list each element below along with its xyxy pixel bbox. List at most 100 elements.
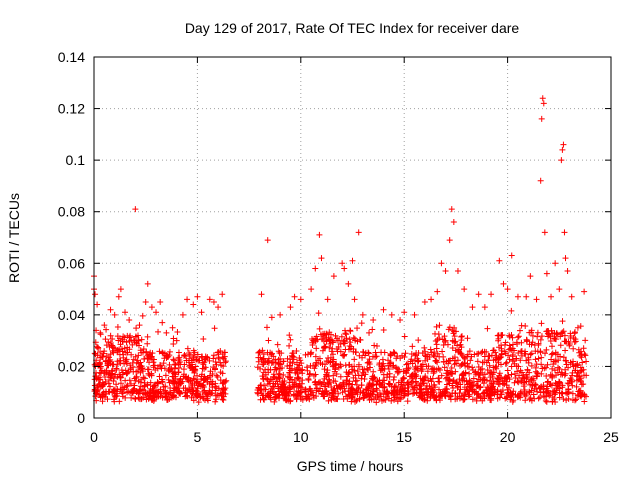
data-point-dense <box>423 391 430 398</box>
data-point-dense <box>551 387 558 394</box>
data-point-dense <box>109 336 116 343</box>
data-point-dense <box>126 377 133 384</box>
data-point-dense <box>254 386 261 393</box>
data-point-dense <box>403 361 410 368</box>
data-point-dense <box>138 365 145 372</box>
data-point-dense <box>151 382 158 389</box>
data-point-dense <box>446 324 453 331</box>
data-point-dense <box>170 387 177 394</box>
data-point-dense <box>382 391 389 398</box>
data-point-dense <box>565 380 572 387</box>
data-point-dense <box>459 353 466 360</box>
data-point <box>537 177 544 184</box>
data-point-dense <box>466 370 473 377</box>
data-point-dense <box>523 336 530 343</box>
data-point-dense <box>473 391 480 398</box>
data-point-dense <box>276 391 283 398</box>
data-point <box>401 309 408 316</box>
data-point-dense <box>119 384 126 391</box>
data-point-dense <box>521 391 528 398</box>
data-point-dense <box>347 327 354 334</box>
data-point-dense <box>575 388 582 395</box>
data-point-dense <box>362 371 369 378</box>
data-point-dense <box>547 333 554 340</box>
data-point-dense <box>341 385 348 392</box>
data-point-dense <box>150 362 157 369</box>
data-point-dense <box>537 349 544 356</box>
data-point-dense <box>546 332 553 339</box>
data-point-dense <box>103 326 110 333</box>
data-point-dense <box>574 391 581 398</box>
data-point-dense <box>321 366 328 373</box>
data-point-dense <box>573 396 580 403</box>
data-point-dense <box>194 372 201 379</box>
data-point-dense <box>531 381 538 388</box>
data-point-dense <box>165 376 172 383</box>
data-point-dense <box>503 375 510 382</box>
data-point <box>496 257 503 264</box>
data-point-dense <box>543 372 550 379</box>
data-point-dense <box>534 333 541 340</box>
data-point-dense <box>486 362 493 369</box>
data-point-dense <box>334 348 341 355</box>
data-point-dense <box>220 379 227 386</box>
data-point-dense <box>133 374 140 381</box>
data-point-dense <box>199 353 206 360</box>
data-point-dense <box>438 372 445 379</box>
data-point-dense <box>534 329 541 336</box>
data-point-dense <box>170 341 177 348</box>
data-point-dense <box>387 352 394 359</box>
data-point-dense <box>293 388 300 395</box>
data-point-dense <box>141 375 148 382</box>
data-point-dense <box>160 360 167 367</box>
data-point-dense <box>297 392 304 399</box>
data-point-dense <box>501 348 508 355</box>
data-point-dense <box>563 361 570 368</box>
data-point-dense <box>345 361 352 368</box>
data-point-dense <box>356 396 363 403</box>
data-point-dense <box>578 393 585 400</box>
data-point-dense <box>302 387 309 394</box>
data-point-dense <box>498 361 505 368</box>
data-point <box>366 329 373 336</box>
data-point-dense <box>122 357 129 364</box>
data-point-dense <box>435 378 442 385</box>
data-point-dense <box>502 360 509 367</box>
data-point-dense <box>569 390 576 397</box>
data-point-dense <box>361 394 368 401</box>
data-point <box>115 293 122 300</box>
data-point-dense <box>532 382 539 389</box>
data-point-dense <box>123 339 130 346</box>
data-point-dense <box>332 378 339 385</box>
data-point-dense <box>93 343 100 350</box>
data-point-dense <box>428 349 435 356</box>
data-point-dense <box>401 388 408 395</box>
data-point-dense <box>323 358 330 365</box>
data-point-dense <box>451 361 458 368</box>
data-point-dense <box>476 384 483 391</box>
x-tick-label: 20 <box>500 429 516 445</box>
data-point-dense <box>337 381 344 388</box>
data-point-dense <box>313 359 320 366</box>
data-point-dense <box>373 343 380 350</box>
data-point-dense <box>535 395 542 402</box>
data-point-dense <box>273 393 280 400</box>
data-point-dense <box>107 332 114 339</box>
data-point-dense <box>429 375 436 382</box>
data-point-dense <box>275 370 282 377</box>
data-point <box>559 146 566 153</box>
data-point-dense <box>114 361 121 368</box>
data-point-dense <box>378 349 385 356</box>
data-point-dense <box>574 373 581 380</box>
data-point-dense <box>120 333 127 340</box>
data-point-dense <box>414 358 421 365</box>
data-point-dense <box>140 346 147 353</box>
data-point-dense <box>260 375 267 382</box>
data-point-dense <box>107 340 114 347</box>
data-point-dense <box>513 339 520 346</box>
data-point-dense <box>265 369 272 376</box>
data-point-dense <box>221 353 228 360</box>
data-point-dense <box>484 325 491 332</box>
